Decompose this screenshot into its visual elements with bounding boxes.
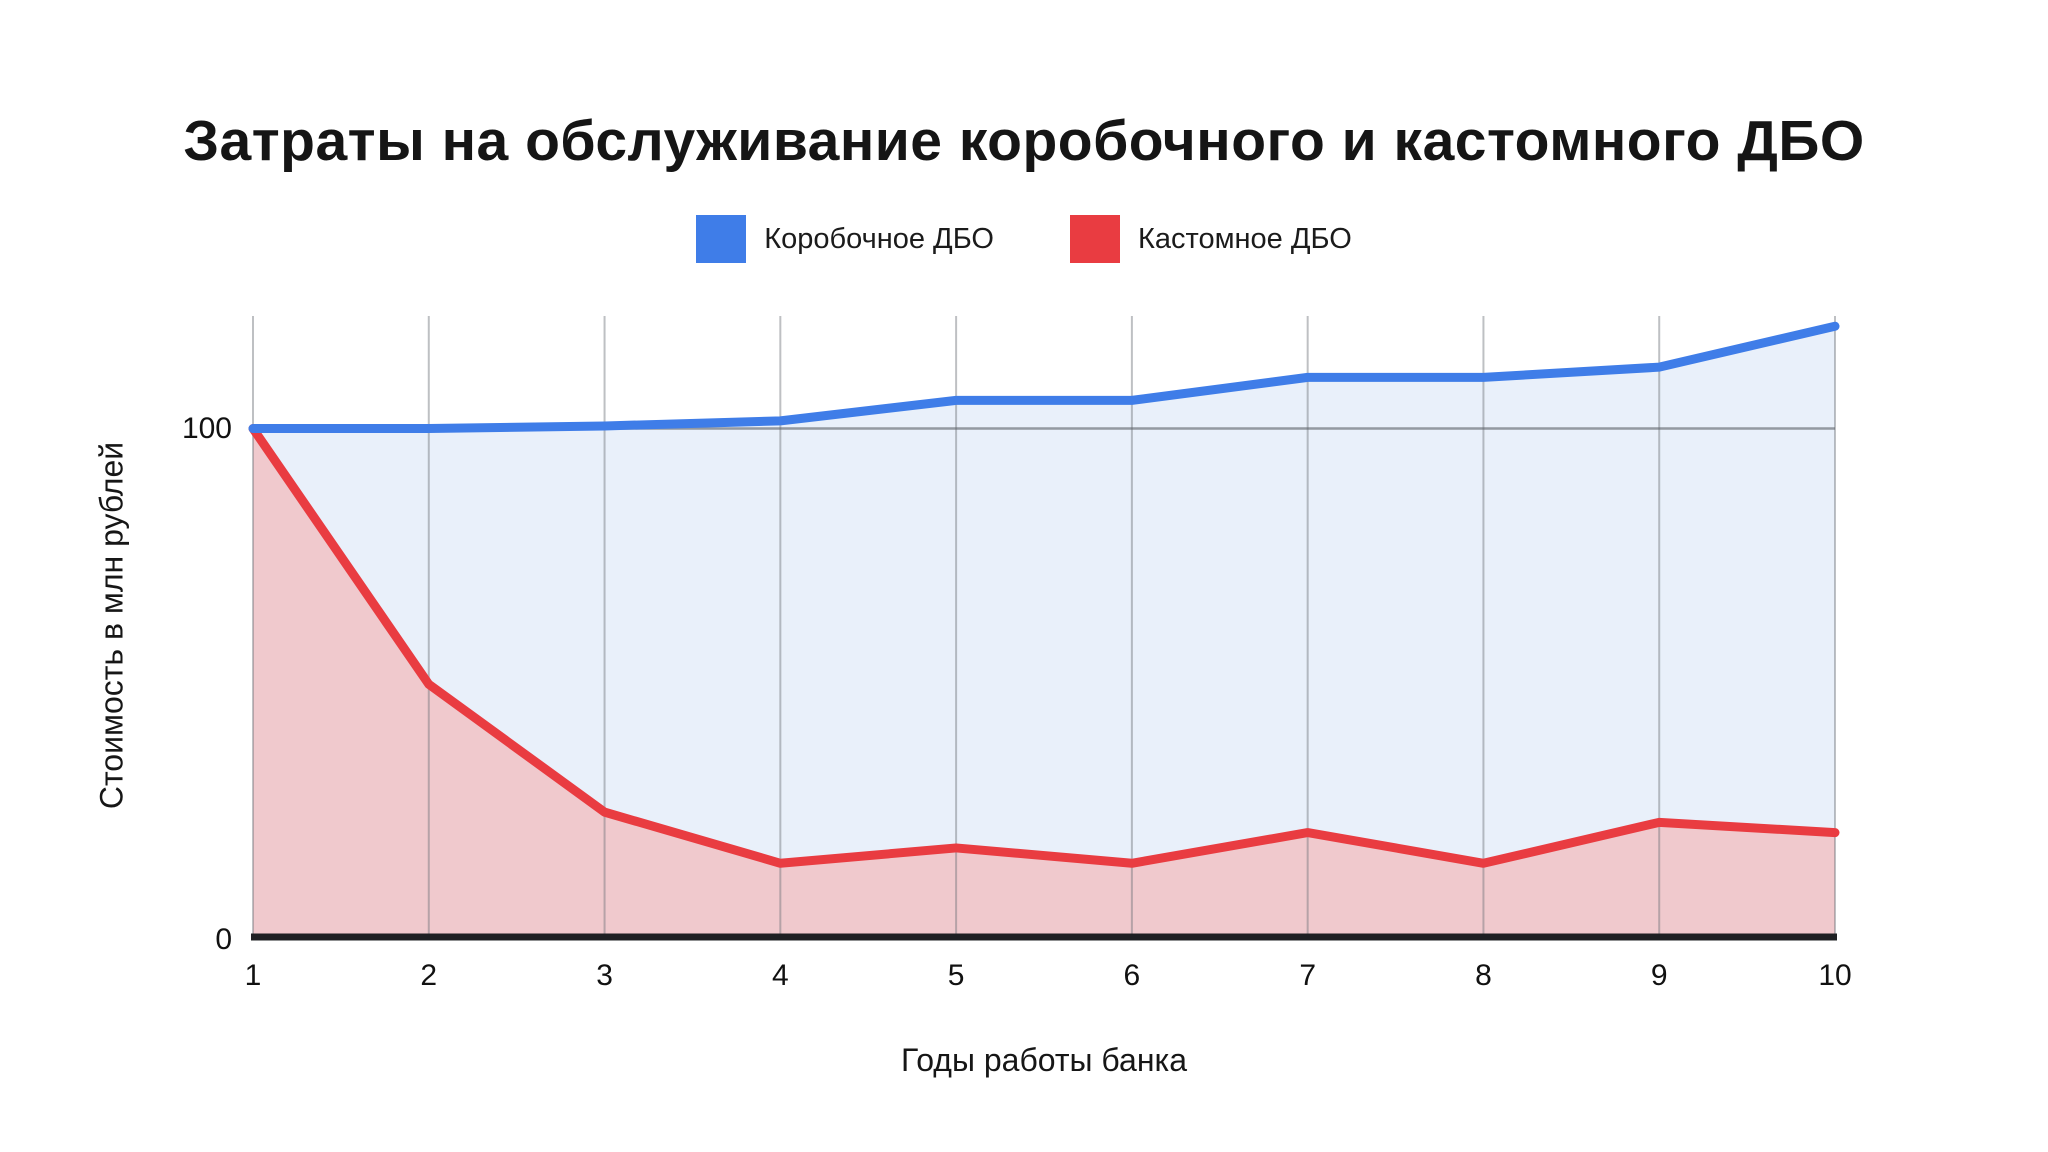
y-tick-label: 0: [215, 923, 232, 956]
x-tick-label: 3: [596, 959, 613, 992]
x-tick-label: 4: [771, 959, 789, 992]
y-tick-label: 100: [181, 411, 232, 445]
legend-label: Коробочное ДБО: [764, 222, 994, 255]
legend-item: Кастомное ДБО: [1069, 215, 1352, 263]
x-tick-label: 8: [1475, 959, 1492, 992]
plot-area: [248, 316, 1840, 941]
series-area-0: [253, 326, 1835, 941]
series-line-0: [248, 321, 1840, 434]
x-axis-title: Годы работы банка: [901, 1042, 1187, 1078]
x-tick-label: 2: [420, 959, 438, 992]
plot-svg: [248, 316, 1840, 941]
x-tick-label: 1: [244, 959, 262, 992]
x-tick-label: 7: [1299, 959, 1316, 992]
legend-swatch-icon: [696, 215, 747, 263]
series-area-1: [253, 428, 1835, 940]
x-tick-label: 6: [1123, 959, 1141, 992]
legend-item: Коробочное ДБО: [696, 215, 994, 263]
legend: Коробочное ДБО Кастомное ДБО: [0, 214, 2048, 264]
chart-title: Затраты на обслуживание коробочного и ка…: [183, 109, 1865, 174]
legend-label: Кастомное ДБО: [1137, 222, 1352, 255]
x-tick-label: 9: [1650, 959, 1668, 992]
series-line-1: [248, 424, 1840, 868]
x-tick-label: 5: [947, 959, 965, 992]
legend-swatch-icon: [1069, 215, 1120, 263]
x-tick-label: 10: [1818, 959, 1852, 992]
